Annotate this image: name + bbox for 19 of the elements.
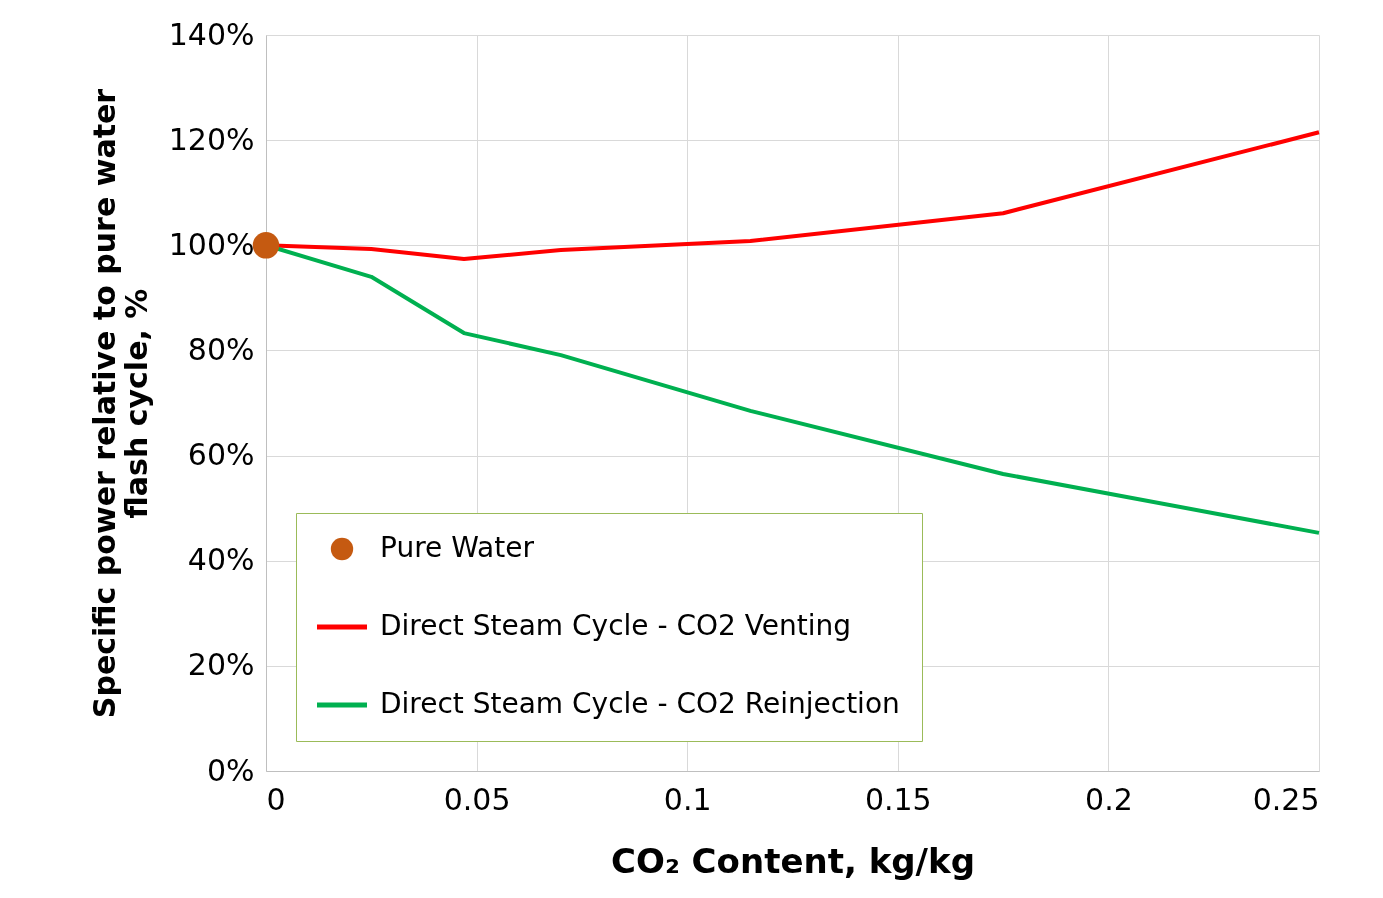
x-axis-title: CO₂ Content, kg/kg xyxy=(611,840,975,881)
y-tick-label: 40% xyxy=(187,542,255,578)
y-tick-label: 80% xyxy=(187,331,255,367)
y-tick-label: 0% xyxy=(206,752,255,788)
y-tick-label: 100% xyxy=(168,226,255,262)
y-tick-label: 140% xyxy=(168,16,255,52)
y-tick-label: 20% xyxy=(187,647,255,683)
x-tick-label: 0.1 xyxy=(663,781,712,817)
y-tick-label: 60% xyxy=(187,437,255,473)
x-tick-label: 0.15 xyxy=(864,781,932,817)
x-tick-label: 0.2 xyxy=(1085,781,1133,817)
y-tick-label: 120% xyxy=(168,121,255,157)
legend-label: Pure Water xyxy=(380,531,535,564)
legend-label: Direct Steam Cycle - CO2 Venting xyxy=(380,609,852,642)
x-tick-label: 0 xyxy=(266,781,286,817)
x-tick-label: 0.25 xyxy=(1252,781,1320,817)
legend-label: Direct Steam Cycle - CO2 Reinjection xyxy=(380,687,900,720)
x-tick-label: 0.05 xyxy=(443,781,511,817)
y-axis-title: Specific power relative to pure water flash cycle, % xyxy=(86,88,154,719)
